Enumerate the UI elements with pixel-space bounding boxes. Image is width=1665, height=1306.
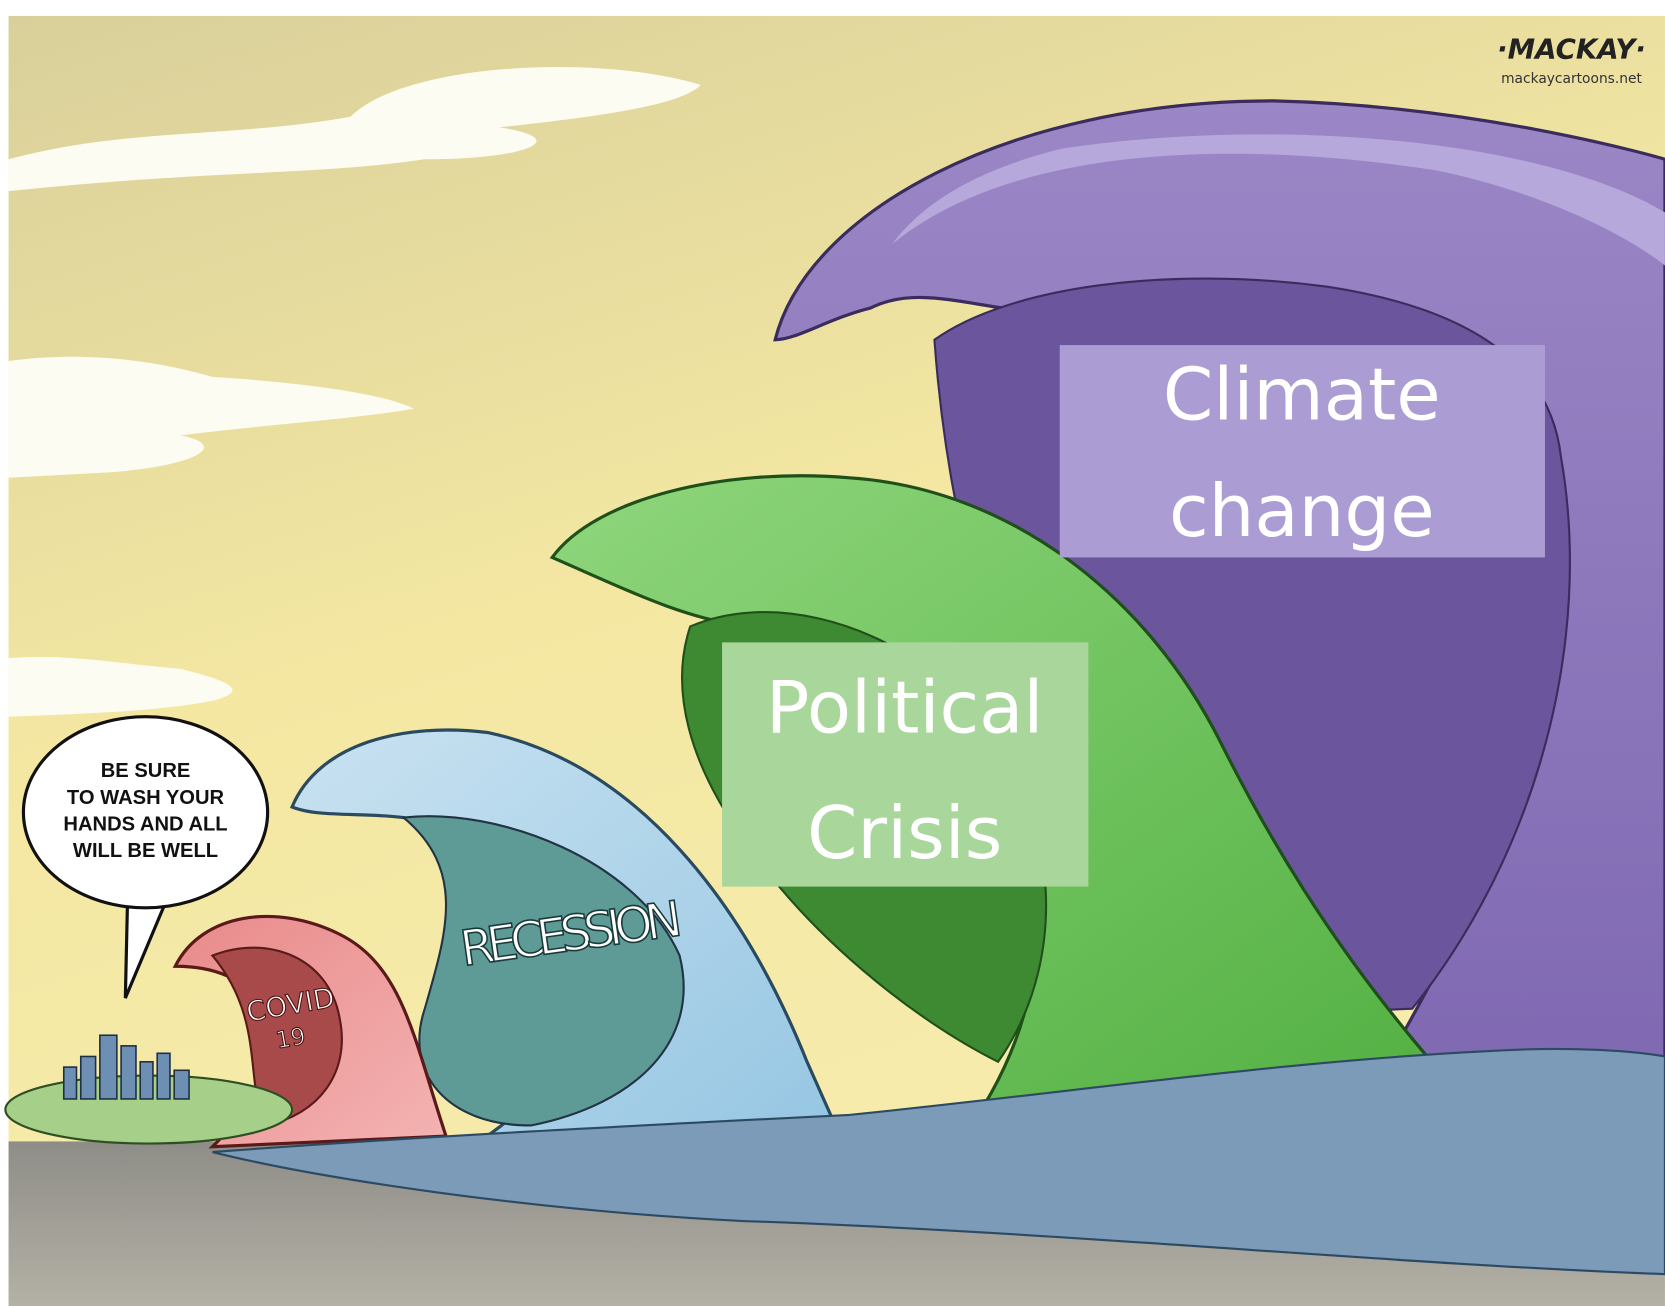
signature: ·MACKAY· (1497, 32, 1646, 65)
bubble-text: TO WASH YOUR (67, 787, 225, 809)
city (62, 1034, 190, 1100)
wave-covid-inner (210, 946, 343, 1127)
speech-bubble (21, 715, 270, 910)
sea (212, 1047, 1665, 1276)
signature-url: mackaycartoons.net (1501, 71, 1642, 87)
climate-label: change (1169, 470, 1435, 554)
political-label: Political (766, 667, 1044, 751)
bubble-text: BE SURE (101, 760, 191, 782)
political-label: Crisis (807, 792, 1002, 876)
cloud (8, 656, 233, 717)
cloud (8, 67, 701, 192)
climate-box (1059, 345, 1545, 558)
wave-climate-highlight (891, 134, 1665, 266)
climate-label: Climate (1163, 353, 1441, 437)
political-box (722, 642, 1089, 887)
wave-recession-inner (400, 815, 685, 1127)
bubble-text: WILL BE WELL (73, 840, 218, 862)
covid-label: 19 (274, 1022, 308, 1055)
cloud (8, 356, 415, 478)
bubble-text: HANDS AND ALL (63, 813, 227, 835)
